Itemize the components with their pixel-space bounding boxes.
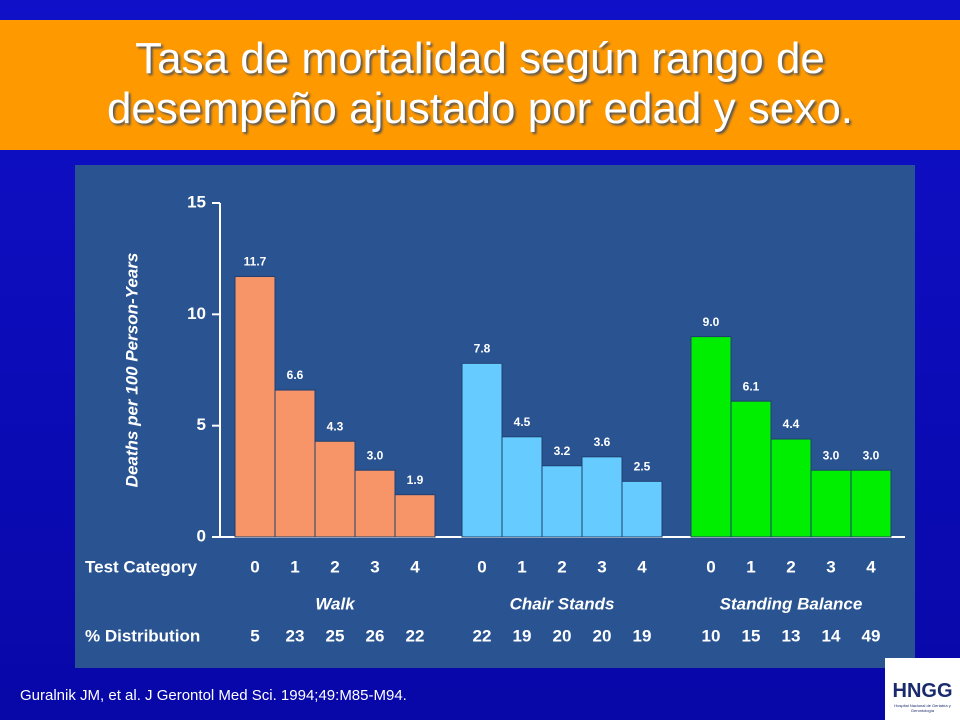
value-label: 3.0: [367, 448, 384, 462]
bar: [730, 400, 772, 538]
bar: [581, 456, 623, 538]
y-tick-label: 10: [187, 304, 206, 323]
bar: [810, 469, 852, 538]
distribution-label: 10: [702, 626, 721, 645]
logo-subtitle: Hospital Nacional de Geriatría y Geronto…: [894, 703, 951, 713]
bar: [234, 275, 276, 538]
distribution-label: 20: [593, 626, 612, 645]
category-label: 3: [370, 557, 379, 576]
y-tick-label: 5: [197, 415, 206, 434]
title-line: desempeño ajustado por edad y sexo.: [106, 84, 854, 133]
value-label: 6.6: [287, 368, 304, 382]
group-label: Standing Balance: [720, 594, 863, 613]
title-banner: Tasa de mortalidad según rango de desemp…: [0, 20, 960, 150]
distribution-label: 22: [473, 626, 492, 645]
category-label: 0: [706, 557, 715, 576]
distribution-label: 22: [406, 626, 425, 645]
logo: HNGG Hospital Nacional de Geriatría y Ge…: [885, 658, 960, 720]
bar: [621, 480, 663, 538]
value-label: 11.7: [244, 255, 267, 269]
distribution-label: 15: [742, 626, 761, 645]
value-label: 4.4: [783, 417, 800, 431]
citation: Guralnik JM, et al. J Gerontol Med Sci. …: [20, 687, 407, 704]
category-label: 2: [330, 557, 339, 576]
value-label: 6.1: [743, 379, 760, 393]
category-label: 3: [826, 557, 835, 576]
bar: [354, 469, 396, 538]
bar: [501, 436, 543, 538]
distribution-label: 20: [553, 626, 572, 645]
value-label: 4.5: [514, 415, 531, 429]
category-label: 3: [597, 557, 606, 576]
value-label: 3.2: [554, 444, 571, 458]
bar: [314, 440, 356, 538]
distribution-label: 19: [633, 626, 652, 645]
category-label: 1: [746, 557, 755, 576]
bar: [394, 494, 436, 538]
distribution-label: 14: [822, 626, 841, 645]
category-label: 0: [250, 557, 259, 576]
distribution-row-label: % Distribution: [85, 626, 200, 645]
distribution-label: 5: [250, 626, 259, 645]
value-label: 4.3: [327, 419, 344, 433]
category-label: 1: [290, 557, 299, 576]
bar: [541, 465, 583, 538]
bar: [274, 389, 316, 538]
distribution-label: 19: [513, 626, 532, 645]
category-label: 4: [410, 557, 420, 576]
category-label: 0: [477, 557, 486, 576]
value-label: 2.5: [634, 460, 651, 474]
y-axis-label: Deaths per 100 Person-Years: [122, 253, 141, 488]
value-label: 3.0: [823, 448, 840, 462]
category-label: 2: [786, 557, 795, 576]
value-label: 9.0: [703, 315, 720, 329]
category-label: 1: [517, 557, 526, 576]
bar: [461, 362, 503, 538]
value-label: 3.0: [863, 448, 880, 462]
distribution-label: 23: [286, 626, 305, 645]
category-label: 2: [557, 557, 566, 576]
y-tick-label: 0: [197, 526, 206, 545]
distribution-label: 25: [326, 626, 345, 645]
category-label: 4: [866, 557, 876, 576]
logo-text: HNGG: [892, 680, 953, 702]
value-label: 1.9: [407, 473, 424, 487]
title-line: Tasa de mortalidad según rango de: [135, 34, 825, 83]
y-tick-label: 15: [187, 192, 206, 211]
category-row-label: Test Category: [85, 557, 198, 576]
distribution-label: 49: [862, 626, 881, 645]
category-label: 4: [637, 557, 647, 576]
distribution-label: 26: [366, 626, 385, 645]
group-label: Chair Stands: [510, 594, 615, 613]
bar: [850, 469, 892, 538]
bar: [770, 438, 812, 538]
bar: [690, 336, 732, 538]
distribution-label: 13: [782, 626, 801, 645]
value-label: 3.6: [594, 435, 611, 449]
group-label: Walk: [315, 594, 356, 613]
value-label: 7.8: [474, 341, 491, 355]
